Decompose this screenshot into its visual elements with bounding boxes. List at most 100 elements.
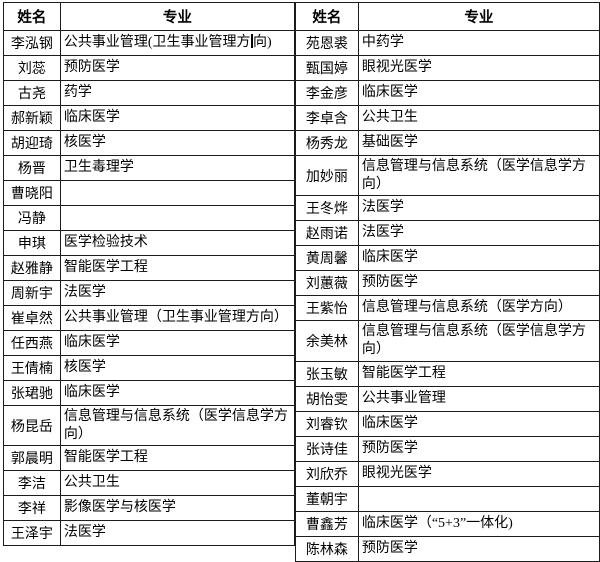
student-name-cell[interactable]: 周新宇 [3, 280, 61, 306]
student-name-cell[interactable]: 李金彦 [295, 80, 359, 106]
student-name-cell[interactable]: 任西燕 [3, 330, 61, 356]
student-major-cell[interactable]: 智能医学工程 [357, 360, 600, 387]
student-name-cell[interactable]: 杨晋 [3, 155, 61, 181]
student-major-cell[interactable]: 信息管理与信息系统（医学信息学方向） [59, 404, 296, 447]
student-major-cell[interactable]: 临床医学 [59, 380, 296, 406]
student-major-cell[interactable]: 公共卫生 [357, 105, 600, 131]
student-major-cell[interactable]: 核医学 [59, 355, 296, 381]
student-name-cell[interactable]: 赵雨诺 [295, 220, 359, 247]
table-row: 冯静 [3, 205, 296, 231]
student-major-cell[interactable]: 临床医学 [59, 330, 296, 356]
student-major-cell[interactable]: 卫生毒理学 [59, 155, 296, 181]
student-name-cell[interactable]: 甄国婷 [295, 55, 359, 81]
student-name-cell[interactable]: 刘蕙薇 [295, 270, 359, 297]
student-major-cell[interactable]: 预防医学 [59, 55, 296, 81]
student-name-cell[interactable]: 董朝宇 [295, 485, 359, 512]
student-major-cell[interactable]: 临床医学 [59, 105, 296, 131]
table-row: 郭晨明 智能医学工程 [3, 445, 296, 472]
student-major-cell[interactable]: 眼视光医学 [357, 460, 600, 487]
student-name-cell[interactable]: 李洁 [3, 470, 61, 497]
table-row: 张玉敏 智能医学工程 [295, 360, 600, 387]
student-major-cell[interactable]: 智能医学工程 [59, 255, 296, 281]
table-row: 余美林 信息管理与信息系统（医学信息学方向） [295, 320, 600, 362]
student-name-cell[interactable]: 李卓含 [295, 105, 359, 131]
student-major-cell[interactable]: 法医学 [357, 220, 600, 247]
table-row: 王泽宇 法医学 [3, 520, 296, 547]
student-major-cell[interactable]: 公共事业管理(卫生事业管理方 向) [59, 30, 296, 56]
student-major-cell[interactable]: 药学 [59, 80, 296, 106]
student-name-cell[interactable]: 李祥 [3, 495, 61, 522]
student-name-cell[interactable]: 张珺驰 [3, 380, 61, 406]
student-name-cell[interactable]: 刘睿钦 [295, 410, 359, 437]
table-row: 李祥 影像医学与核医学 [3, 495, 296, 522]
table-row: 杨秀龙 基础医学 [295, 130, 600, 156]
student-major-cell[interactable]: 公共事业管理 [357, 385, 600, 412]
student-major-cell[interactable]: 影像医学与核医学 [59, 495, 296, 522]
student-major-cell[interactable]: 预防医学 [357, 435, 600, 462]
student-major-cell[interactable]: 法医学 [59, 280, 296, 306]
student-major-cell[interactable]: 预防医学 [357, 270, 600, 297]
student-name-cell[interactable]: 胡迎琦 [3, 130, 61, 156]
name-column-header: 姓名 [3, 2, 61, 31]
student-major-cell[interactable]: 公共事业管理（卫生事业管理方向） [59, 305, 296, 331]
student-name-cell[interactable]: 张玉敏 [295, 360, 359, 387]
major-column-header: 专业 [59, 2, 296, 31]
student-name-cell[interactable]: 胡怡雯 [295, 385, 359, 412]
student-name-cell[interactable]: 苑恩裘 [295, 30, 359, 56]
table-row: 刘睿钦 临床医学 [295, 410, 600, 437]
student-name-cell[interactable]: 陈林森 [295, 535, 359, 562]
student-major-cell[interactable]: 临床医学 [357, 245, 600, 272]
student-name-cell[interactable]: 赵雅静 [3, 255, 61, 281]
student-major-cell[interactable]: 信息管理与信息系统（医学方向） [357, 295, 600, 322]
table-row: 刘欣乔 眼视光医学 [295, 460, 600, 487]
student-major-cell[interactable] [59, 180, 296, 206]
table-row: 李卓含 公共卫生 [295, 105, 600, 131]
table-row: 王紫怡 信息管理与信息系统（医学方向） [295, 295, 600, 322]
student-major-cell[interactable]: 信息管理与信息系统（医学信息学方向） [357, 320, 600, 362]
student-major-cell[interactable]: 信息管理与信息系统（医学信息学方向） [357, 154, 600, 197]
table-row: 崔卓然 公共事业管理（卫生事业管理方向） [3, 305, 296, 331]
student-name-cell[interactable]: 王泽宇 [3, 520, 61, 547]
student-major-cell[interactable]: 法医学 [59, 520, 296, 547]
table-row: 杨晋 卫生毒理学 [3, 155, 296, 181]
student-major-cell[interactable]: 医学检验技术 [59, 230, 296, 256]
student-name-cell[interactable]: 刘蕊 [3, 55, 61, 81]
student-name-cell[interactable]: 黄周馨 [295, 245, 359, 272]
student-name-cell[interactable]: 张诗佳 [295, 435, 359, 462]
student-major-cell[interactable]: 临床医学 [357, 80, 600, 106]
table-row: 王倩楠 核医学 [3, 355, 296, 381]
student-name-cell[interactable]: 曹鑫芳 [295, 510, 359, 537]
student-name-cell[interactable]: 李泓钢 [3, 30, 61, 56]
student-name-cell[interactable]: 杨昆岳 [3, 404, 61, 447]
student-name-cell[interactable]: 郭晨明 [3, 445, 61, 472]
roster-table-left: 姓名 专业 李泓钢 公共事业管理(卫生事业管理方 向) 刘蕊 预防医学 古尧 药学 郝新颖 临床… [3, 2, 296, 547]
student-name-cell[interactable]: 郝新颖 [3, 105, 61, 131]
student-major-cell[interactable]: 基础医学 [357, 130, 600, 156]
student-name-cell[interactable]: 杨秀龙 [295, 130, 359, 156]
student-major-cell[interactable] [59, 205, 296, 231]
student-major-cell[interactable]: 预防医学 [357, 535, 600, 562]
student-major-cell[interactable]: 法医学 [357, 195, 600, 222]
student-major-cell[interactable]: 临床医学 [357, 410, 600, 437]
student-name-cell[interactable]: 王冬烨 [295, 195, 359, 222]
student-name-cell[interactable]: 申琪 [3, 230, 61, 256]
student-name-cell[interactable]: 王倩楠 [3, 355, 61, 381]
table-row: 李泓钢 公共事业管理(卫生事业管理方 向) [3, 30, 296, 56]
student-name-cell[interactable]: 刘欣乔 [295, 460, 359, 487]
student-major-cell[interactable]: 公共卫生 [59, 470, 296, 497]
student-name-cell[interactable]: 王紫怡 [295, 295, 359, 322]
roster-table-right: 姓名 专业 苑恩裘 中药学 甄国婷 眼视光医学 李金彦 临床医学 李卓含 公共卫生 杨秀龙 基础医… [295, 2, 600, 562]
student-major-cell[interactable]: 智能医学工程 [59, 445, 296, 472]
student-major-cell[interactable]: 核医学 [59, 130, 296, 156]
student-name-cell[interactable]: 古尧 [3, 80, 61, 106]
student-name-cell[interactable]: 冯静 [3, 205, 61, 231]
student-name-cell[interactable]: 余美林 [295, 320, 359, 362]
student-major-cell[interactable]: 中药学 [357, 30, 600, 56]
table-row: 刘蕊 预防医学 [3, 55, 296, 81]
student-major-cell[interactable]: 临床医学（“5+3”一体化) [357, 510, 600, 537]
student-major-cell[interactable] [357, 485, 600, 512]
student-name-cell[interactable]: 加妙丽 [295, 154, 359, 197]
student-major-cell[interactable]: 眼视光医学 [357, 55, 600, 81]
student-name-cell[interactable]: 曹晓阳 [3, 180, 61, 206]
student-name-cell[interactable]: 崔卓然 [3, 305, 61, 331]
